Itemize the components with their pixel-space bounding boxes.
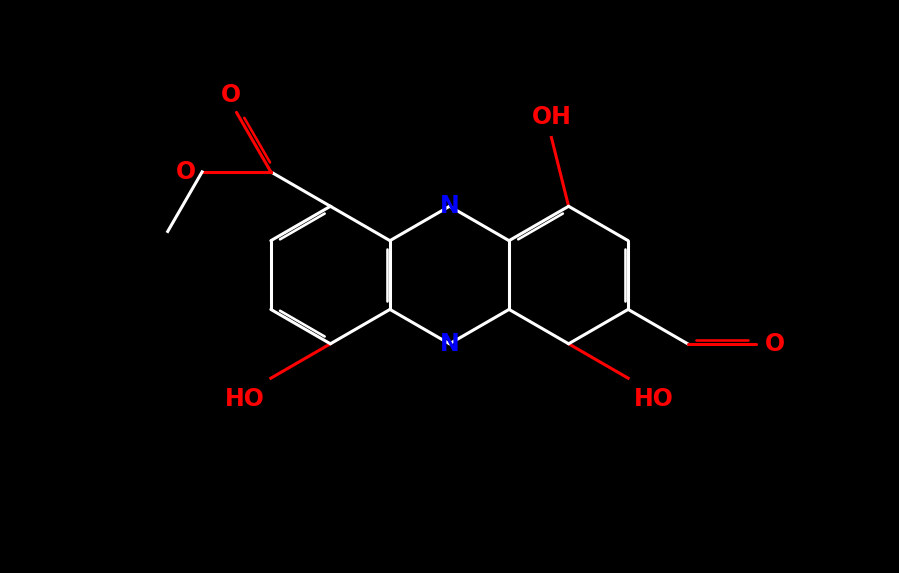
Text: O: O: [220, 83, 241, 107]
Text: N: N: [440, 194, 459, 218]
Text: OH: OH: [531, 105, 572, 129]
Text: HO: HO: [634, 387, 673, 411]
Text: O: O: [765, 332, 785, 356]
Text: HO: HO: [226, 387, 265, 411]
Text: O: O: [176, 160, 196, 184]
Text: N: N: [440, 332, 459, 356]
